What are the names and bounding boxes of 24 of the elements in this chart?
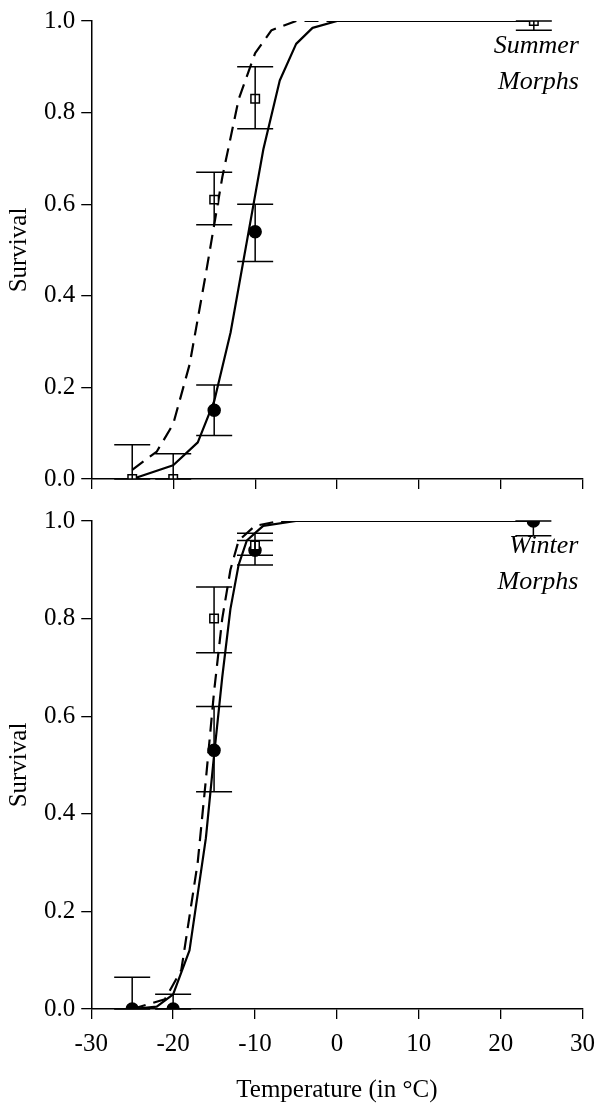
y-axis-title: Survival <box>3 722 31 808</box>
x-tick-label: 0 <box>330 1028 344 1056</box>
y-tick-label: 0.4 <box>44 798 76 826</box>
y-tick-label: 0.8 <box>44 97 76 125</box>
y-tick-label: 0.0 <box>44 993 76 1021</box>
annotation: Winter Morphs <box>496 529 580 595</box>
x-tick-label: 10 <box>406 1028 432 1056</box>
x-axis-title: Temperature (in °C) <box>236 1074 438 1103</box>
x-tick-label: 30 <box>570 1028 595 1056</box>
x-tick-label: -30 <box>74 1028 108 1056</box>
y-tick-label: 0.4 <box>44 280 76 308</box>
y-tick-label: 1.0 <box>44 505 76 533</box>
annotation: Summer Morphs <box>493 29 580 95</box>
y-tick-label: 0.2 <box>44 371 76 399</box>
y-tick-label: 0.6 <box>44 700 76 728</box>
x-tick-label: 20 <box>488 1028 514 1056</box>
y-axis-title: Survival <box>3 207 31 293</box>
y-tick-label: 0.2 <box>44 895 76 923</box>
y-tick-label: 1.0 <box>44 5 76 33</box>
x-tick-label: -10 <box>238 1028 272 1056</box>
x-tick-label: -20 <box>156 1028 190 1056</box>
y-tick-label: 0.8 <box>44 603 76 631</box>
y-tick-label: 0.6 <box>44 188 76 216</box>
y-tick-label: 0.0 <box>44 463 76 491</box>
